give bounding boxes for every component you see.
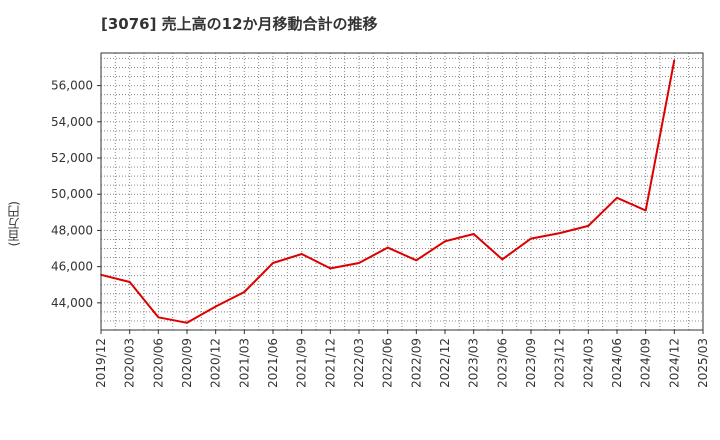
data-point [444,240,446,243]
data-point [329,267,332,270]
x-tick-label: 2022/12 [438,338,452,388]
data-point [558,232,561,234]
y-tick-label: 50,000 [51,187,93,201]
y-tick-label: 54,000 [51,115,93,129]
data-point [616,197,618,199]
data-point [530,237,532,240]
series-layer [100,59,676,324]
data-point [157,316,160,319]
data-point [386,246,389,249]
x-tick-label: 2021/06 [266,338,280,388]
y-tick-label: 44,000 [51,296,93,310]
plot-frame [100,52,704,331]
data-point [673,59,676,62]
x-tick-label: 2025/03 [696,338,710,388]
x-tick-label: 2022/03 [352,338,366,388]
chart-title: [3076] 売上高の12か月移動合計の推移 [101,15,378,33]
y-tick-label: 48,000 [51,223,93,237]
data-point [243,291,246,293]
data-point [472,233,475,235]
data-point [415,259,418,262]
data-point [587,225,590,227]
data-point [300,253,303,255]
data-point [501,258,504,261]
x-tick-label: 2021/09 [295,338,309,388]
y-tick-label: 56,000 [51,79,93,93]
y-tick-label: 46,000 [51,260,93,274]
x-tick-label: 2020/03 [123,338,137,388]
x-tick-label: 2024/09 [639,338,653,388]
data-point [272,262,274,264]
y-tick-label: 52,000 [51,151,93,165]
x-tick-label: 2020/12 [209,338,223,388]
x-tick-label: 2021/03 [237,338,251,388]
data-point [358,262,360,264]
x-tick-label: 2023/03 [467,338,481,388]
x-tick-label: 2023/06 [495,338,509,388]
data-point [186,321,188,324]
data-point [128,281,131,283]
data-point [644,209,647,212]
x-tick-label: 2022/06 [381,338,395,388]
vertical-gridlines [100,53,704,330]
x-tick-label: 2024/03 [581,338,595,388]
y-axis-ticks: 44,000 46,000 48,000 50,000 52,000 54,000 56,0… [51,79,101,310]
x-tick-label: 2024/12 [667,338,681,388]
x-tick-label: 2020/09 [180,338,194,388]
x-tick-label: 2022/09 [409,338,423,388]
x-tick-label: 2020/06 [151,338,165,388]
data-point [214,305,217,308]
x-axis-ticks: 2019/12 2020/03 2020/06 2020/09 2020/12 2021/… [94,330,710,388]
x-tick-label: 2023/12 [553,338,567,388]
x-tick-label: 2024/06 [610,338,624,388]
x-tick-label: 2021/12 [323,338,337,388]
x-tick-label: 2019/12 [94,338,108,388]
x-tick-label: 2023/09 [524,338,538,388]
